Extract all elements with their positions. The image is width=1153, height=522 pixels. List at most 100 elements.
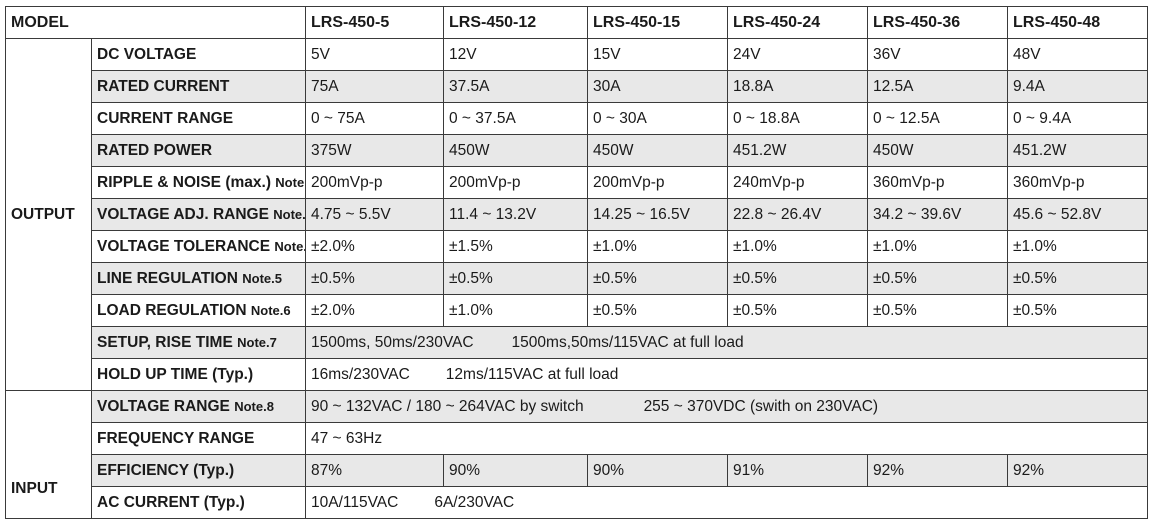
cell-value: 37.5A [443, 70, 588, 103]
param-label: VOLTAGE TOLERANCE Note.4 [91, 230, 306, 263]
cell-value: 22.8 ~ 26.4V [727, 198, 868, 231]
cell-value: 0 ~ 75A [305, 102, 444, 135]
cell-value: 5V [305, 38, 444, 71]
spec-row: EFFICIENCY (Typ.) 87% 90% 90% 91% 92% 92… [6, 454, 1148, 487]
model-name: LRS-450-48 [1007, 6, 1148, 39]
cell-value: 9.4A [1007, 70, 1148, 103]
spec-row: RATED CURRENT 75A 37.5A 30A 18.8A 12.5A … [6, 70, 1148, 103]
cell-value: 451.2W [727, 134, 868, 167]
note-ref: Note.2 [275, 174, 305, 190]
cell-value: 11.4 ~ 13.2V [443, 198, 588, 231]
cell-value: 12.5A [867, 70, 1008, 103]
cell-value: 24V [727, 38, 868, 71]
param-label: FREQUENCY RANGE [91, 422, 306, 455]
note-ref: Note.7 [237, 334, 277, 350]
cell-value: 34.2 ~ 39.6V [867, 198, 1008, 231]
cell-value: 30A [587, 70, 728, 103]
frequency-range-value: 47 ~ 63Hz [305, 422, 1148, 455]
param-label: HOLD UP TIME (Typ.) [91, 358, 306, 391]
spec-row: VOLTAGE TOLERANCE Note.4 ±2.0% ±1.5% ±1.… [6, 230, 1148, 263]
model-name: LRS-450-36 [867, 6, 1008, 39]
cell-value: 200mVp-p [587, 166, 728, 199]
group-input: INPUT [5, 390, 92, 519]
cell-value: 0 ~ 18.8A [727, 102, 868, 135]
spec-row: AC CURRENT (Typ.) 10A/115VAC 6A/230VAC [6, 486, 1148, 519]
cell-value: 0 ~ 37.5A [443, 102, 588, 135]
cell-value: 36V [867, 38, 1008, 71]
cell-value: ±2.0% [305, 294, 444, 327]
cell-value: 18.8A [727, 70, 868, 103]
spec-row: HOLD UP TIME (Typ.) 16ms/230VAC 12ms/115V… [6, 358, 1148, 391]
cell-value: 45.6 ~ 52.8V [1007, 198, 1148, 231]
param-label: EFFICIENCY (Typ.) [91, 454, 306, 487]
voltage-range-value: 90 ~ 132VAC / 180 ~ 264VAC by switch 255 … [305, 390, 1148, 423]
cell-value: 200mVp-p [305, 166, 444, 199]
param-label: RATED POWER [91, 134, 306, 167]
spec-table: MODEL LRS-450-5 LRS-450-12 LRS-450-15 LR… [5, 6, 1148, 519]
spec-row: INPUT VOLTAGE RANGE Note.8 90 ~ 132VAC /… [5, 390, 1148, 519]
spec-row: OUTPUT DC VOLTAGE 5V 12V 15V 24V 36V 48V [5, 38, 1148, 391]
param-label: DC VOLTAGE [91, 38, 306, 71]
cell-value: ±0.5% [727, 294, 868, 327]
cell-value: ±1.0% [1007, 230, 1148, 263]
setup-rise-time-value: 1500ms, 50ms/230VAC 1500ms,50ms/115VAC at… [305, 326, 1148, 359]
spec-row: FREQUENCY RANGE 47 ~ 63Hz [6, 422, 1148, 455]
cell-value: 14.25 ~ 16.5V [587, 198, 728, 231]
cell-value: ±0.5% [305, 262, 444, 295]
model-label: MODEL [5, 6, 306, 39]
cell-value: 360mVp-p [1007, 166, 1148, 199]
param-label: RATED CURRENT [91, 70, 306, 103]
cell-value: 92% [867, 454, 1008, 487]
cell-value: 91% [727, 454, 868, 487]
cell-value: ±1.0% [587, 230, 728, 263]
hold-up-time-value: 16ms/230VAC 12ms/115VAC at full load [305, 358, 1148, 391]
note-ref: Note.3 [273, 206, 306, 222]
cell-value: 48V [1007, 38, 1148, 71]
param-label: SETUP, RISE TIME Note.7 [91, 326, 306, 359]
spec-row: LOAD REGULATION Note.6 ±2.0% ±1.0% ±0.5%… [6, 294, 1148, 327]
cell-value: 4.75 ~ 5.5V [305, 198, 444, 231]
param-label: AC CURRENT (Typ.) [91, 486, 306, 519]
cell-value: ±1.0% [867, 230, 1008, 263]
cell-value: 90% [587, 454, 728, 487]
param-label: CURRENT RANGE [91, 102, 306, 135]
model-name: LRS-450-15 [587, 6, 728, 39]
spec-row: RIPPLE & NOISE (max.) Note.2 200mVp-p 20… [6, 166, 1148, 199]
cell-value: ±0.5% [1007, 262, 1148, 295]
note-ref: Note.6 [250, 302, 291, 318]
cell-value: ±2.0% [305, 230, 444, 263]
cell-value: ±0.5% [587, 262, 728, 295]
note-ref: Note.8 [234, 398, 274, 414]
cell-value: 75A [305, 70, 444, 103]
cell-value: 0 ~ 30A [587, 102, 728, 135]
cell-value: ±1.0% [443, 294, 588, 327]
cell-value: 15V [587, 38, 728, 71]
note-ref: Note.5 [242, 270, 282, 286]
group-output: OUTPUT [5, 38, 92, 391]
cell-value: ±0.5% [867, 262, 1008, 295]
cell-value: 360mVp-p [867, 166, 1008, 199]
cell-value: 451.2W [1007, 134, 1148, 167]
cell-value: 450W [867, 134, 1008, 167]
cell-value: 375W [305, 134, 444, 167]
cell-value: 200mVp-p [443, 166, 588, 199]
note-ref: Note.4 [274, 238, 304, 254]
cell-value: ±0.5% [587, 294, 728, 327]
cell-value: 92% [1007, 454, 1148, 487]
model-name: LRS-450-5 [305, 6, 444, 39]
cell-value: ±0.5% [443, 262, 588, 295]
cell-value: 0 ~ 12.5A [867, 102, 1008, 135]
cell-value: ±1.5% [443, 230, 588, 263]
cell-value: 90% [443, 454, 588, 487]
param-label: RIPPLE & NOISE (max.) Note.2 [91, 166, 306, 199]
cell-value: ±0.5% [867, 294, 1008, 327]
param-label: VOLTAGE ADJ. RANGE Note.3 [91, 198, 306, 231]
model-name: LRS-450-24 [727, 6, 868, 39]
spec-row: VOLTAGE ADJ. RANGE Note.3 4.75 ~ 5.5V 11… [6, 198, 1148, 231]
param-label: VOLTAGE RANGE Note.8 [91, 390, 306, 423]
cell-value: ±0.5% [727, 262, 868, 295]
spec-row: CURRENT RANGE 0 ~ 75A 0 ~ 37.5A 0 ~ 30A … [6, 102, 1148, 135]
model-name: LRS-450-12 [443, 6, 588, 39]
cell-value: 450W [443, 134, 588, 167]
spec-row: RATED POWER 375W 450W 450W 451.2W 450W 4… [6, 134, 1148, 167]
